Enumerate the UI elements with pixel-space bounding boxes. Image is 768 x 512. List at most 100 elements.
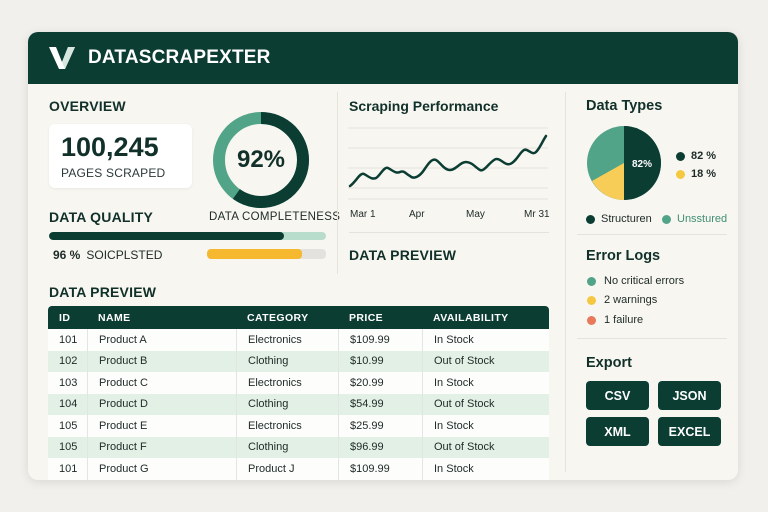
type-legend-label: Unsstured [677,213,728,225]
status-dot-icon [587,276,596,286]
error-log-label: 1 failure [604,314,644,326]
cell-id: 101 [59,333,78,346]
yellow-dot-icon [676,169,685,179]
cell-id: 103 [59,376,78,389]
dark-dot-icon [586,214,595,224]
cell-price: $20.99 [338,372,422,394]
cell-price: $25.99 [338,415,422,437]
secondary-progress-fill [207,249,303,259]
table-row[interactable]: 104 Product D Clothing $54.99 Out of Sto… [48,393,549,415]
divider [577,234,727,235]
cell-id: 104 [59,398,78,411]
cell-category: Electronics [236,415,338,437]
type-legend-unstructured: Unsstured [662,213,727,225]
column-header-price[interactable]: PRICE [349,311,384,324]
error-log-label: 2 warnings [604,294,658,306]
performance-heading: Scraping Performance [349,98,499,114]
failure-dot-icon [587,315,596,325]
x-axis-label: May [466,209,485,220]
dashboard-card: DATASCRAPEXTER OVERVIEW 100,245 PAGES SC… [28,32,738,480]
cell-id: 102 [59,355,78,368]
cell-id: 105 [59,419,78,432]
divider [577,338,727,339]
cell-name: Product F [87,436,236,458]
table-row[interactable]: 105 Product E Electronics $25.99 In Stoc… [48,415,549,437]
data-types-heading: Data Types [586,98,663,114]
quality-summary: 96 % SOICPLSTED [53,248,162,262]
cell-availability: In Stock [422,458,549,480]
pages-scraped-card: 100,245 PAGES SCRAPED [49,124,192,188]
middle-preview-heading: DATA PREVIEW [349,247,457,263]
divider [337,92,338,274]
error-log-item: 1 failure [587,314,643,326]
export-json-button[interactable]: JSON [658,381,721,410]
column-header-id[interactable]: ID [59,311,71,324]
performance-line-chart [348,127,548,200]
error-log-item: 2 warnings [587,294,657,306]
cell-category: Electronics [236,372,338,394]
completeness-donut: 92% [211,110,311,210]
divider [565,92,566,472]
overview-heading: OVERVIEW [49,98,126,114]
export-excel-button[interactable]: EXCEL [658,417,721,446]
export-xml-button[interactable]: XML [586,417,649,446]
type-legend-structured: Structuren [586,213,652,225]
cell-availability: Out of Stock [422,436,549,458]
app-title: DATASCRAPEXTER [88,47,271,68]
cell-category: Clothing [236,393,338,415]
data-preview-table: ID NAME CATEGORY PRICE AVAILABILITY 101 … [48,306,549,480]
green-dot-icon [662,214,671,224]
cell-id: 105 [59,441,78,454]
table-row[interactable]: 102 Product B Clothing $10.99 Out of Sto… [48,350,549,372]
cell-name: Product E [87,415,236,437]
x-axis-label: Mar 1 [350,209,376,220]
cell-category: Electronics [236,329,338,351]
column-header-category[interactable]: CATEGORY [247,311,309,324]
cell-price: $96.99 [338,436,422,458]
cell-name: Product C [87,372,236,394]
pie-legend-item: 82 % [676,150,716,162]
table-header: ID NAME CATEGORY PRICE AVAILABILITY [48,306,549,329]
v-logo-icon [49,47,75,69]
table-row[interactable]: 105 Product F Clothing $96.99 Out of Sto… [48,436,549,458]
data-quality-heading: DATA QUALITY [49,209,154,225]
cell-availability: Out of Stock [422,393,549,415]
dark-dot-icon [676,151,685,161]
cell-availability: Out of Stock [422,350,549,372]
quality-progress-fill [49,232,285,240]
cell-id: 101 [59,462,78,475]
quality-progress-bar [49,232,326,240]
warning-dot-icon [587,295,596,305]
cell-price: $109.99 [338,329,422,351]
export-csv-button[interactable]: CSV [586,381,649,410]
cell-availability: In Stock [422,372,549,394]
cell-name: Product G [87,458,236,480]
column-header-availability[interactable]: AVAILABILITY [433,311,509,324]
divider [349,232,549,233]
cell-price: $54.99 [338,393,422,415]
cell-category: Clothing [236,350,338,372]
export-heading: Export [586,355,632,371]
table-row[interactable]: 103 Product C Electronics $20.99 In Stoc… [48,372,549,394]
secondary-progress-bar [207,249,326,259]
cell-name: Product B [87,350,236,372]
table-heading: DATA PREVIEW [49,284,157,300]
table-body: 101 Product A Electronics $109.99 In Sto… [48,329,549,480]
pie-legend-item: 18 % [676,168,716,180]
error-log-label: No critical errors [604,275,685,287]
x-axis-label: Apr [409,209,425,220]
cell-category: Clothing [236,436,338,458]
completeness-value: 92% [236,146,286,173]
pages-scraped-value: 100,245 [61,132,159,162]
quality-status: SOICPLSTED [86,248,163,262]
cell-name: Product D [87,393,236,415]
x-axis-label: Mr 31 [524,209,550,220]
data-types-pie-chart: 82% [587,126,661,200]
quality-percent: 96 % [53,248,81,262]
error-log-item: No critical errors [587,275,684,287]
cell-price: $109.99 [338,458,422,480]
donut-chart-icon [213,112,309,208]
table-row[interactable]: 101 Product G Product J $109.99 In Stock [48,458,549,480]
column-header-name[interactable]: NAME [98,311,131,324]
table-row[interactable]: 101 Product A Electronics $109.99 In Sto… [48,329,549,351]
